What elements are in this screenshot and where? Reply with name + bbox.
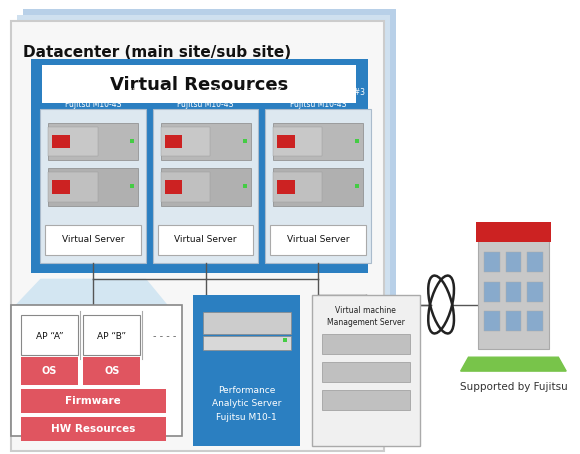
Bar (21, 389, 165, 413)
Bar (21, 417, 165, 441)
Bar (484, 252, 500, 272)
Bar (161, 127, 210, 157)
Bar (322, 334, 410, 354)
Bar (17, 15, 390, 444)
Text: Virtual Server: Virtual Server (287, 236, 349, 244)
Bar (527, 252, 543, 272)
Text: AP “B”: AP “B” (97, 332, 126, 341)
Bar (11, 305, 182, 436)
Text: Virtual Server: Virtual Server (62, 236, 125, 244)
Bar (48, 123, 138, 160)
Bar (273, 123, 363, 160)
Text: Virtual Resources: Virtual Resources (110, 76, 288, 94)
Bar (322, 362, 410, 382)
Text: Firmware: Firmware (66, 396, 121, 406)
Bar (165, 180, 182, 194)
Bar (270, 225, 366, 255)
Bar (193, 295, 300, 446)
Bar (52, 134, 70, 148)
Bar (484, 311, 500, 331)
Text: Fujitsu M10-4S: Fujitsu M10-4S (65, 100, 121, 109)
Bar (21, 316, 78, 355)
Bar (478, 240, 549, 349)
Text: Virtual Server: Virtual Server (175, 236, 237, 244)
Polygon shape (11, 279, 172, 310)
Text: Infrastructure Server #2: Infrastructure Server #2 (159, 89, 252, 97)
Bar (506, 252, 521, 272)
Text: Datacenter (main site/sub site): Datacenter (main site/sub site) (23, 45, 291, 60)
Bar (243, 184, 246, 188)
Bar (31, 59, 368, 273)
Bar (273, 173, 322, 202)
Bar (130, 184, 135, 188)
Bar (277, 134, 295, 148)
Bar (527, 281, 543, 301)
Bar (41, 109, 146, 263)
Bar (243, 138, 246, 143)
Bar (21, 357, 78, 385)
Bar (48, 127, 98, 157)
Text: - - - -: - - - - (153, 331, 176, 341)
Bar (48, 173, 98, 202)
Bar (277, 180, 295, 194)
Bar (322, 390, 410, 410)
Text: Supported by Fujitsu: Supported by Fujitsu (459, 382, 567, 392)
Bar (265, 109, 371, 263)
Bar (23, 10, 396, 439)
Bar (312, 295, 419, 446)
Bar (527, 311, 543, 331)
Bar (484, 281, 500, 301)
Polygon shape (461, 357, 566, 371)
Bar (355, 138, 359, 143)
Text: OS: OS (42, 366, 57, 376)
Bar (130, 138, 135, 143)
Bar (161, 123, 251, 160)
Bar (355, 184, 359, 188)
Text: AP “A”: AP “A” (35, 332, 63, 341)
Bar (273, 127, 322, 157)
Bar (48, 168, 138, 206)
Bar (161, 173, 210, 202)
Text: Infrastructure Server #3: Infrastructure Server #3 (271, 89, 365, 97)
Bar (161, 168, 251, 206)
Text: Performance
Analytic Server
Fujitsu M10-1: Performance Analytic Server Fujitsu M10-… (212, 386, 281, 422)
Text: OS: OS (104, 366, 119, 376)
Bar (158, 225, 253, 255)
Bar (202, 336, 291, 350)
Bar (165, 134, 182, 148)
Text: Fujitsu M10-4S: Fujitsu M10-4S (177, 100, 234, 109)
Text: HW Resources: HW Resources (51, 424, 135, 434)
Bar (506, 281, 521, 301)
Bar (84, 357, 140, 385)
Bar (273, 168, 363, 206)
Bar (52, 180, 70, 194)
Text: Infrastructure Server #1: Infrastructure Server #1 (46, 89, 140, 97)
Bar (283, 338, 287, 342)
Bar (45, 225, 141, 255)
Bar (153, 109, 258, 263)
Bar (476, 222, 550, 242)
Text: Virtual machine
Management Server: Virtual machine Management Server (327, 306, 405, 327)
Bar (506, 311, 521, 331)
Text: Fujitsu M10-4S: Fujitsu M10-4S (290, 100, 346, 109)
Bar (84, 316, 140, 355)
Bar (202, 312, 291, 334)
Bar (42, 65, 356, 103)
Bar (11, 21, 385, 451)
